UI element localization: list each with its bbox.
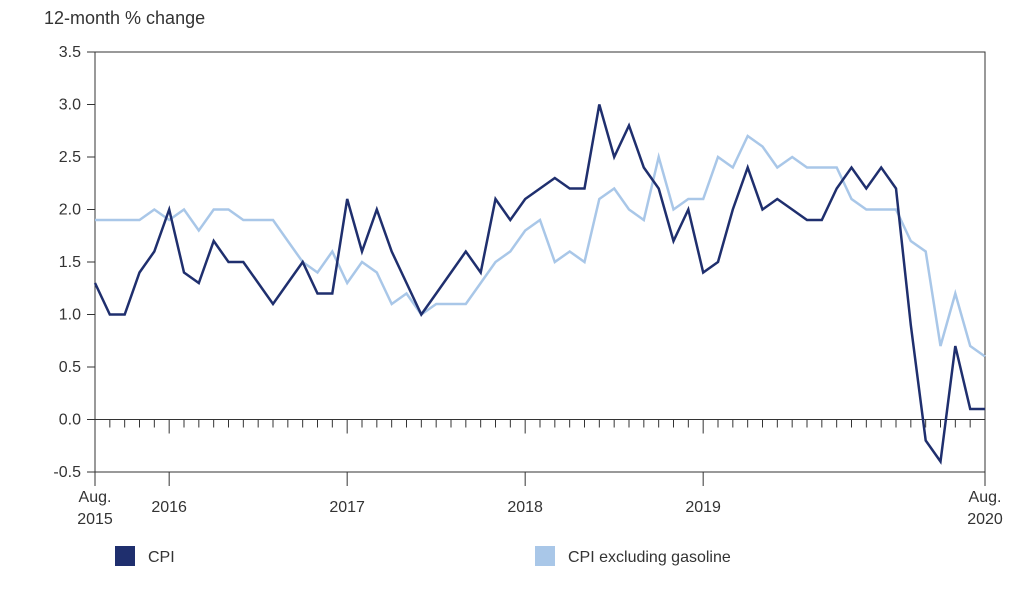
cpi-chart: 12-month % change -0.5 0.0 0.5 1.0 1.5 2.0 2.5… [0,0,1024,589]
svg-text:-0.5: -0.5 [53,464,81,481]
legend-label-cpi-excluding-gasoline: CPI excluding gasoline [568,549,731,566]
svg-text:1.5: 1.5 [59,254,81,271]
svg-text:3.5: 3.5 [59,44,81,61]
svg-text:1.0: 1.0 [59,307,81,324]
svg-text:2018: 2018 [507,499,543,516]
svg-text:2016: 2016 [151,499,187,516]
svg-text:0.5: 0.5 [59,359,81,376]
svg-text:2015: 2015 [77,511,113,528]
svg-text:0.0: 0.0 [59,412,81,429]
svg-text:2.0: 2.0 [59,202,81,219]
svg-text:Aug.: Aug. [79,489,112,506]
chart-title: 12-month % change [44,8,205,29]
svg-text:3.0: 3.0 [59,97,81,114]
svg-text:2017: 2017 [329,499,365,516]
series-cpi [95,105,985,462]
legend-swatch-cpi-excluding-gasoline [535,546,555,566]
svg-text:2019: 2019 [685,499,721,516]
svg-text:Aug.: Aug. [969,489,1002,506]
legend-label-cpi: CPI [148,549,175,566]
svg-text:2020: 2020 [967,511,1003,528]
chart-canvas: -0.5 0.0 0.5 1.0 1.5 2.0 2.5 3.0 3.5 Aug. 2015 2016… [0,0,1024,589]
legend-swatch-cpi [115,546,135,566]
svg-text:2.5: 2.5 [59,149,81,166]
